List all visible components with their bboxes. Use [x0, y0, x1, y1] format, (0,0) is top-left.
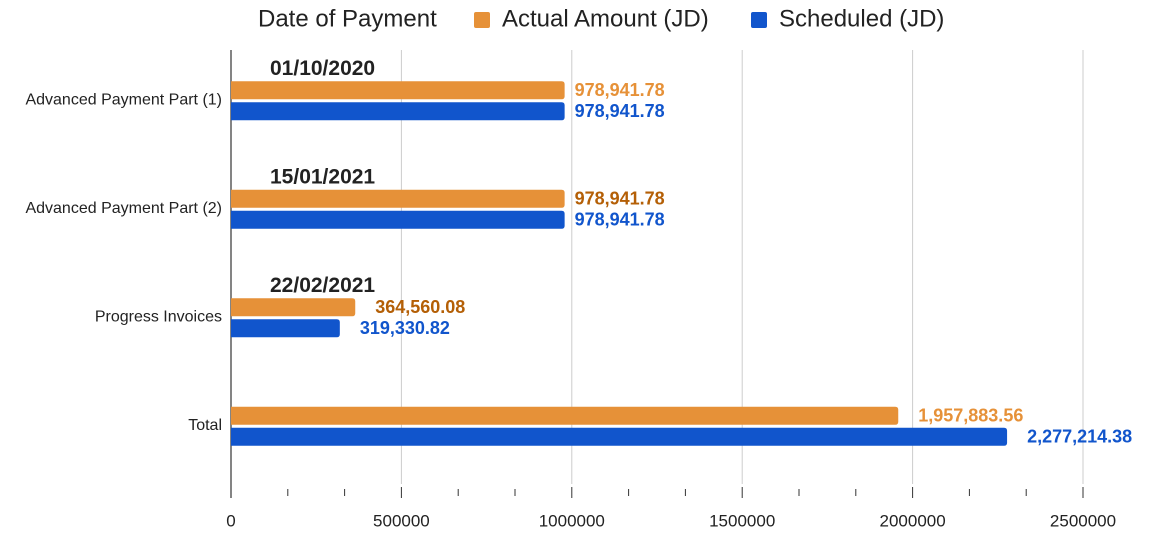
- value-label: 364,560.08: [375, 297, 465, 317]
- legend-swatch: [474, 12, 490, 28]
- legend-swatch: [751, 12, 767, 28]
- y-tick-label: Advanced Payment Part (1): [25, 91, 222, 108]
- bar: [231, 427, 1008, 446]
- x-tick-label: 0: [226, 511, 235, 530]
- y-tick-label: Advanced Payment Part (2): [25, 200, 222, 217]
- value-label: 1,957,883.56: [918, 406, 1023, 426]
- bar: [231, 189, 565, 208]
- date-label: 01/10/2020: [270, 57, 375, 80]
- bar: [231, 319, 340, 338]
- x-tick-label: 2500000: [1050, 511, 1116, 530]
- x-tick-label: 500000: [373, 511, 430, 530]
- x-tick-label: 1500000: [709, 511, 775, 530]
- value-label: 978,941.78: [575, 80, 665, 100]
- value-label: 978,941.78: [575, 189, 665, 209]
- date-label: 22/02/2021: [270, 274, 375, 297]
- bar: [231, 102, 565, 121]
- bar: [231, 81, 565, 100]
- legend-title: Date of Payment: [258, 5, 437, 32]
- bar: [231, 406, 899, 425]
- value-label: 978,941.78: [575, 101, 665, 121]
- bar: [231, 210, 565, 229]
- value-label: 978,941.78: [575, 210, 665, 230]
- date-label: 15/01/2021: [270, 165, 375, 188]
- y-tick-label: Progress Invoices: [95, 308, 222, 325]
- x-tick-label: 1000000: [539, 511, 605, 530]
- x-tick-label: 2000000: [880, 511, 946, 530]
- value-label: 319,330.82: [360, 318, 450, 338]
- y-tick-label: Total: [188, 417, 222, 434]
- legend-label: Scheduled (JD): [779, 5, 944, 32]
- bar: [231, 298, 356, 317]
- value-label: 2,277,214.38: [1027, 427, 1132, 447]
- legend-label: Actual Amount (JD): [502, 5, 709, 32]
